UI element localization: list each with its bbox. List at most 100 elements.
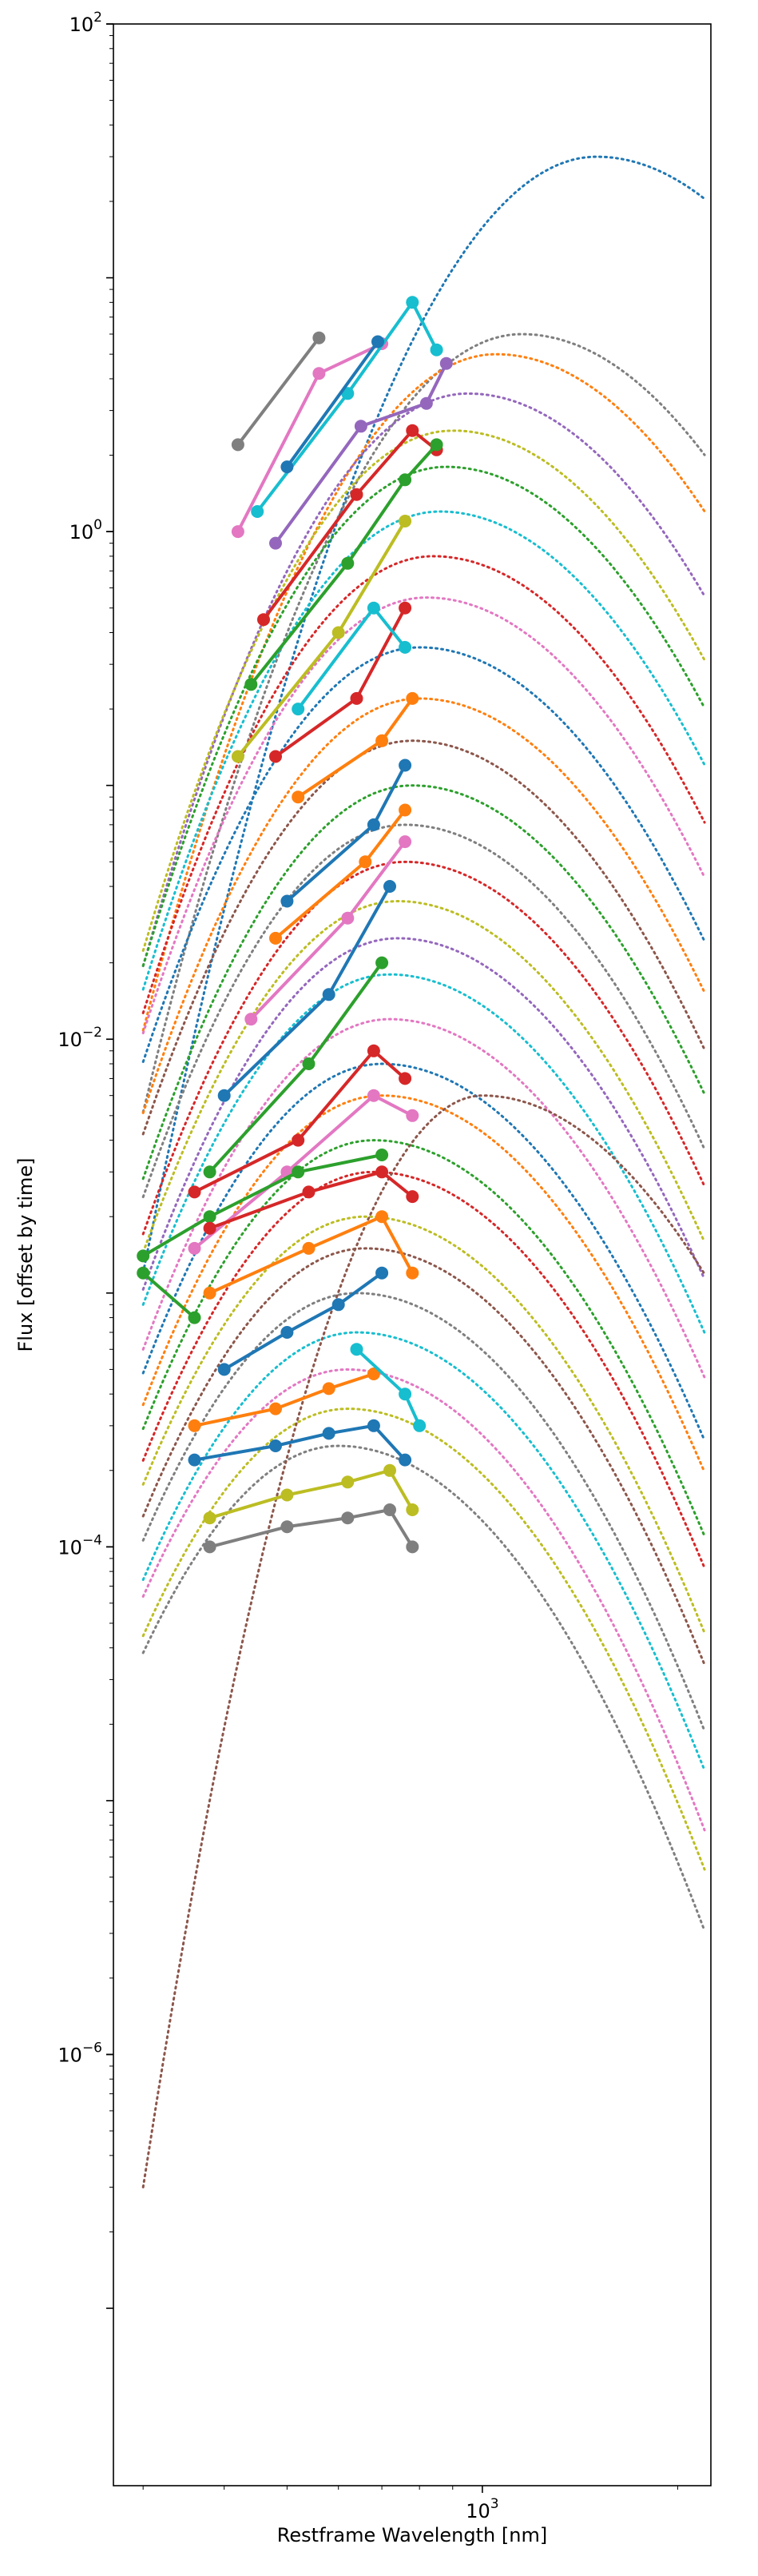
model-curve bbox=[141, 899, 706, 1254]
series-line bbox=[256, 299, 439, 513]
photometry-series-line bbox=[188, 1044, 412, 1199]
series-point bbox=[367, 601, 380, 615]
model-curve bbox=[141, 510, 706, 991]
series-point bbox=[406, 1266, 419, 1280]
photometry-series-line bbox=[244, 835, 412, 1026]
series-point bbox=[375, 1165, 389, 1179]
y-tick-label: 10−4 bbox=[58, 1532, 102, 1559]
photometry-series-line bbox=[292, 601, 412, 716]
photometry-series-line bbox=[203, 1503, 419, 1554]
series-point bbox=[406, 1109, 419, 1122]
y-axis-label: Flux [offset by time] bbox=[14, 1157, 37, 1352]
series-point bbox=[406, 691, 419, 705]
series-point bbox=[257, 613, 270, 627]
series-point bbox=[292, 1165, 305, 1179]
series-point bbox=[413, 1419, 427, 1432]
series-line bbox=[193, 1048, 407, 1194]
series-point bbox=[406, 1540, 419, 1554]
series-point bbox=[399, 1072, 412, 1085]
series-line bbox=[141, 1272, 196, 1320]
y-tick-label: 10−2 bbox=[58, 1025, 102, 1051]
series-point bbox=[188, 1311, 201, 1324]
series-point bbox=[383, 880, 396, 893]
series-point bbox=[367, 1089, 380, 1102]
series-point bbox=[244, 678, 258, 691]
series-point bbox=[399, 515, 412, 528]
series-point bbox=[399, 473, 412, 487]
series-point bbox=[367, 1044, 380, 1057]
series-point bbox=[292, 1133, 305, 1147]
model-curve bbox=[141, 823, 706, 1199]
model-curve bbox=[141, 352, 706, 1032]
series-point bbox=[331, 626, 345, 639]
series-point bbox=[217, 1363, 231, 1376]
series-line bbox=[236, 336, 320, 446]
y-tick-label: 102 bbox=[69, 10, 102, 36]
series-point bbox=[419, 396, 433, 410]
series-line bbox=[208, 1170, 414, 1230]
series-point bbox=[312, 367, 326, 380]
y-tick-exponent: 2 bbox=[93, 10, 102, 26]
series-point bbox=[302, 1057, 316, 1070]
photometry-series-line bbox=[269, 601, 412, 763]
series-point bbox=[203, 1210, 216, 1224]
photometry-series-line bbox=[188, 1368, 380, 1432]
series-point bbox=[244, 1013, 258, 1026]
series-point bbox=[251, 505, 264, 518]
series-point bbox=[280, 1488, 294, 1502]
series-point bbox=[322, 1427, 335, 1440]
photometry-series-line bbox=[231, 515, 412, 763]
model-curve bbox=[141, 596, 706, 1035]
model-curve bbox=[141, 332, 706, 1113]
series-point bbox=[322, 988, 335, 1001]
series-point bbox=[188, 1241, 201, 1255]
photometry-series-line bbox=[217, 1266, 389, 1376]
series-point bbox=[399, 835, 412, 849]
model-curve bbox=[141, 1444, 706, 1933]
model-curve bbox=[141, 860, 706, 1236]
series-point bbox=[302, 1185, 316, 1199]
photometry-series-line bbox=[137, 1149, 389, 1263]
series-point bbox=[341, 1475, 355, 1489]
y-tick-mantissa: 10 bbox=[69, 521, 94, 543]
series-point bbox=[280, 1326, 294, 1339]
series-point bbox=[231, 438, 244, 452]
series-point bbox=[137, 1249, 150, 1263]
series-point bbox=[322, 1382, 335, 1395]
series-point bbox=[341, 1511, 355, 1525]
series-point bbox=[280, 460, 294, 474]
x-tick-exponent: 3 bbox=[490, 2496, 499, 2512]
series-point bbox=[406, 1503, 419, 1516]
series-point bbox=[375, 1149, 389, 1161]
series-point bbox=[375, 1210, 389, 1224]
y-tick-exponent: −4 bbox=[82, 1532, 102, 1548]
photometry-series-line bbox=[269, 356, 453, 550]
model-curve bbox=[141, 1139, 706, 1538]
photometry-series-line bbox=[280, 335, 384, 474]
series-point bbox=[371, 335, 384, 348]
plot-frame bbox=[113, 23, 712, 2486]
y-tick-label: 100 bbox=[69, 517, 102, 543]
model-curve bbox=[141, 1215, 706, 1634]
series-point bbox=[312, 331, 326, 344]
model-curve bbox=[141, 1368, 706, 1832]
photometry-series-line bbox=[188, 1419, 412, 1467]
series-line bbox=[274, 362, 448, 544]
series-point bbox=[341, 911, 355, 925]
series-point bbox=[269, 536, 282, 550]
series-line bbox=[285, 340, 379, 468]
y-tick-mantissa: 10 bbox=[58, 1536, 82, 1559]
y-tick-exponent: 0 bbox=[93, 517, 102, 533]
series-point bbox=[399, 601, 412, 615]
series-point bbox=[350, 691, 363, 705]
series-point bbox=[188, 1185, 201, 1199]
series-line bbox=[249, 444, 439, 686]
series-point bbox=[383, 1503, 396, 1516]
series-point bbox=[367, 1368, 380, 1380]
series-point bbox=[406, 424, 419, 437]
model-curve bbox=[141, 1017, 706, 1379]
series-point bbox=[203, 1511, 216, 1525]
model-curve bbox=[141, 937, 706, 1291]
